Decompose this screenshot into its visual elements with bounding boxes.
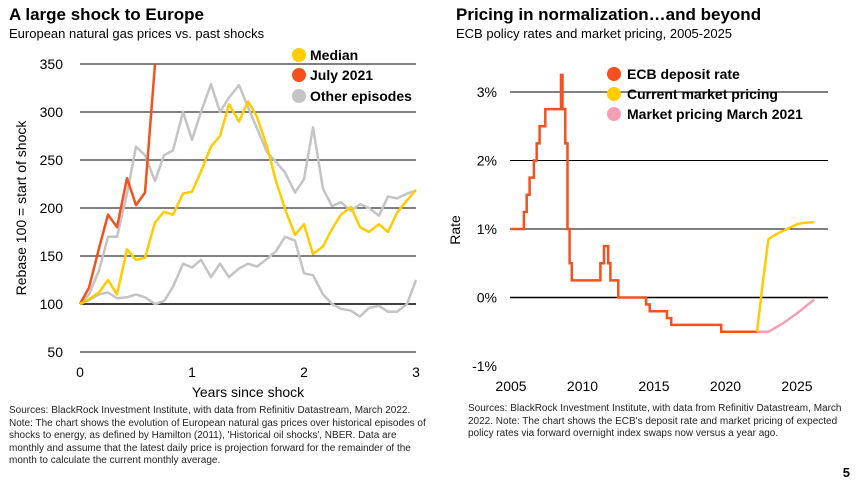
x-tick-label: 2015 [638,378,669,394]
series-line-median [79,100,417,306]
page-number: 5 [842,465,850,480]
x-tick-label: 2 [300,364,308,380]
x-tick-label: 2010 [567,378,598,394]
legend-marker [292,48,306,62]
right-source-note: Sources: BlackRock Investment Institute,… [468,403,842,439]
series-line-market-pricing-march-2021 [757,298,815,334]
left-chart-subtitle: European natural gas prices vs. past sho… [9,26,265,41]
y-tick-label: 1% [477,221,497,237]
x-tick-label: 3 [412,364,420,380]
x-tick-label: 2020 [710,378,741,394]
y-tick-label: 3% [477,84,497,100]
series-line-ecb-deposit-rate [511,73,762,334]
right-chart-title: Pricing in normalization…and beyond [456,5,762,24]
y-tick-label: 200 [40,200,64,216]
series-line-other-episodes [79,235,418,318]
left-source-note: Sources: BlackRock Investment Institute,… [9,405,426,466]
legend-label: Market pricing March 2021 [627,106,803,122]
legend-label: Median [310,47,358,63]
y-tick-label: 350 [40,56,64,72]
x-tick-label: 1 [188,364,196,380]
y-tick-label: 300 [40,104,64,120]
legend-label: ECB deposit rate [627,66,740,82]
y-tick-label: 150 [40,248,64,264]
legend-marker [607,107,621,121]
y-tick-label: 2% [477,153,497,169]
legend-label: Current market pricing [627,86,778,102]
legend-marker [292,68,306,82]
series-line-other-episodes [79,82,417,305]
y-tick-label: -1% [472,358,497,374]
y-tick-label: 250 [40,152,64,168]
x-tick-label: 0 [76,364,84,380]
series-line-current-market-pricing [755,220,815,332]
x-tick-label: 2025 [781,378,812,394]
left-chart-title: A large shock to Europe [9,5,204,24]
x-tick-label: 2005 [495,378,526,394]
legend-marker [292,89,306,103]
y-axis-label: Rate [447,215,463,245]
legend-label: Other episodes [310,88,412,104]
y-tick-label: 0% [477,290,497,306]
series-line-july-2021 [78,63,157,305]
legend-label: July 2021 [310,67,373,83]
right-chart-subtitle: ECB policy rates and market pricing, 200… [456,26,733,41]
y-tick-label: 100 [40,296,64,312]
legend-marker [607,87,621,101]
y-tick-label: 50 [47,344,63,360]
x-axis-label: Years since shock [192,384,305,400]
legend-marker [607,67,621,81]
y-axis-label: Rebase 100 = start of shock [13,120,29,296]
